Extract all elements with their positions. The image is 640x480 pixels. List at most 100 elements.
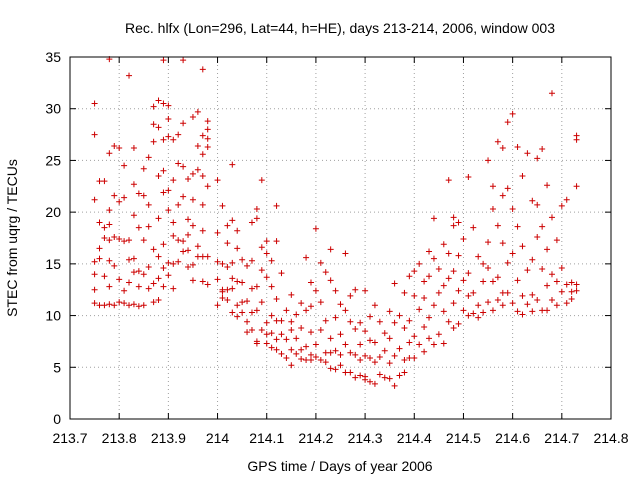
data-point — [263, 274, 270, 281]
data-point — [386, 375, 393, 382]
data-point — [337, 301, 344, 308]
data-point — [293, 335, 300, 342]
data-point — [145, 154, 152, 161]
data-point — [229, 285, 236, 292]
data-point — [180, 57, 187, 64]
x-tick-label: 214.3 — [348, 430, 383, 446]
data-point — [204, 126, 211, 133]
data-point — [185, 216, 192, 223]
data-point — [126, 256, 133, 263]
data-point — [494, 297, 501, 304]
data-point — [229, 161, 236, 168]
data-point — [539, 146, 546, 153]
data-point — [539, 266, 546, 273]
data-point — [416, 260, 423, 267]
data-point — [499, 240, 506, 247]
data-point — [258, 244, 265, 251]
data-point — [165, 133, 172, 140]
y-tick-label: 35 — [45, 49, 61, 65]
x-tick-labels: 213.7 213.8 213.9 214 214.1 214.2 214.3 214.4 21… — [52, 430, 628, 446]
data-point — [116, 299, 123, 306]
data-point — [194, 142, 201, 149]
data-point — [135, 268, 142, 275]
data-point — [135, 283, 142, 290]
data-point — [367, 337, 374, 344]
data-point — [371, 359, 378, 366]
data-point — [263, 319, 270, 326]
data-point — [357, 319, 364, 326]
data-point — [160, 189, 167, 196]
data-point — [568, 296, 575, 303]
data-point — [229, 259, 236, 266]
data-point — [307, 357, 314, 364]
data-point — [494, 274, 501, 281]
data-point — [273, 202, 280, 209]
data-point — [101, 273, 108, 280]
data-point — [342, 250, 349, 257]
data-point — [312, 287, 319, 294]
data-point — [317, 357, 324, 364]
data-point — [126, 72, 133, 79]
data-point — [494, 138, 501, 145]
data-point — [219, 260, 226, 267]
data-point — [376, 318, 383, 325]
data-point — [214, 276, 221, 283]
x-tick-label: 214.6 — [495, 430, 530, 446]
data-point — [489, 206, 496, 213]
data-point — [519, 311, 526, 318]
data-point — [367, 313, 374, 320]
data-points — [91, 56, 580, 389]
data-point — [140, 165, 147, 172]
data-point — [514, 277, 521, 284]
data-point — [470, 310, 477, 317]
data-point — [130, 212, 137, 219]
data-point — [553, 237, 560, 244]
data-point — [199, 172, 206, 179]
data-point — [96, 245, 103, 252]
data-point — [253, 340, 260, 347]
data-point — [189, 170, 196, 177]
data-point — [524, 301, 531, 308]
data-point — [273, 296, 280, 303]
data-point — [91, 131, 98, 138]
data-point — [106, 150, 113, 157]
data-point — [278, 317, 285, 324]
data-point — [303, 307, 310, 314]
data-point — [130, 269, 137, 276]
data-point — [248, 327, 255, 334]
data-point — [258, 177, 265, 184]
data-point — [485, 239, 492, 246]
data-point — [411, 333, 418, 340]
data-point — [189, 222, 196, 229]
data-point — [514, 143, 521, 150]
data-point — [367, 378, 374, 385]
data-point — [180, 193, 187, 200]
data-point — [293, 350, 300, 357]
data-point — [489, 278, 496, 285]
data-point — [194, 108, 201, 115]
data-point — [160, 241, 167, 248]
y-tick-labels: 0 5 10 15 20 25 30 35 — [45, 49, 61, 427]
data-point — [194, 166, 201, 173]
data-point — [332, 314, 339, 321]
data-point — [229, 217, 236, 224]
data-point — [317, 327, 324, 334]
y-axis-title: STEC from uqrg / TECUs — [4, 159, 20, 317]
data-point — [268, 257, 275, 264]
data-point — [568, 279, 575, 286]
data-point — [347, 349, 354, 356]
data-point — [514, 223, 521, 230]
data-point — [534, 297, 541, 304]
data-point — [504, 119, 511, 126]
data-point — [298, 346, 305, 353]
data-point — [288, 362, 295, 369]
data-point — [248, 309, 255, 316]
data-point — [509, 250, 516, 257]
data-point — [91, 271, 98, 278]
data-point — [283, 336, 290, 343]
data-point — [524, 150, 531, 157]
data-point — [234, 302, 241, 309]
data-point — [494, 222, 501, 229]
data-point — [524, 267, 531, 274]
